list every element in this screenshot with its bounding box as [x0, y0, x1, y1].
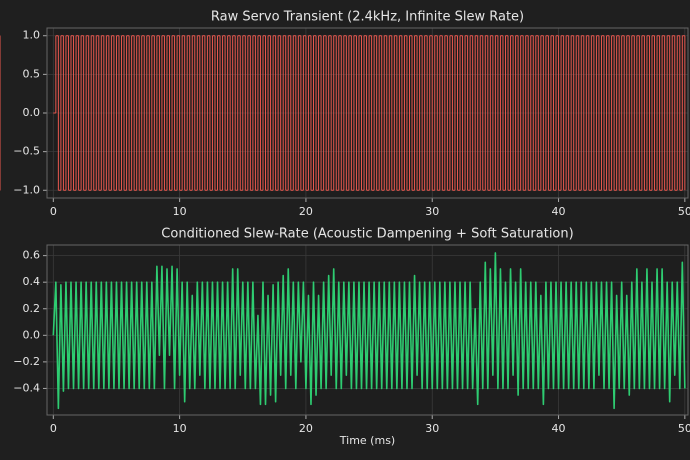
chart-title: Conditioned Slew-Rate (Acoustic Dampenin…	[161, 227, 573, 242]
x-tick-label: 50	[678, 422, 690, 435]
x-tick-label: 20	[299, 422, 313, 435]
y-tick-label: 0.6	[23, 249, 41, 262]
x-tick-label: 30	[425, 422, 439, 435]
x-tick-label: 40	[552, 422, 566, 435]
y-tick-label: 0.0	[23, 106, 41, 119]
x-tick-label: 10	[173, 205, 187, 218]
x-axis-label: Time (ms)	[339, 434, 395, 447]
y-tick-label: −0.5	[13, 145, 40, 158]
y-tick-label: 1.0	[23, 29, 41, 42]
x-tick-label: 40	[552, 205, 566, 218]
x-tick-label: 50	[678, 205, 690, 218]
y-tick-label: −0.2	[13, 355, 40, 368]
axes-frame	[46, 27, 689, 199]
y-tick-label: 0.5	[23, 67, 41, 80]
x-tick-label: 10	[173, 422, 187, 435]
y-tick-label: 0.2	[23, 302, 41, 315]
x-tick-label: 0	[50, 205, 57, 218]
y-tick-label: −0.4	[13, 381, 40, 394]
x-tick-label: 20	[299, 205, 313, 218]
y-tick-label: 0.4	[23, 275, 41, 288]
chart-title: Raw Servo Transient (2.4kHz, Infinite Sl…	[211, 10, 524, 25]
x-tick-label: 30	[425, 205, 439, 218]
y-tick-label: 0.0	[23, 328, 41, 341]
axes-frame	[46, 244, 689, 416]
signal-line	[52, 252, 686, 410]
y-tick-label: −1.0	[13, 183, 40, 196]
x-tick-label: 0	[50, 422, 57, 435]
